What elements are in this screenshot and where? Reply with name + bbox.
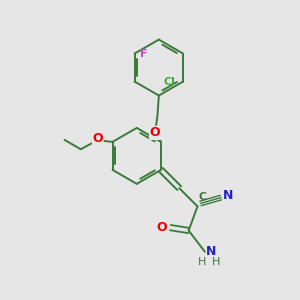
Text: N: N <box>206 245 217 258</box>
Text: O: O <box>150 126 160 140</box>
Text: N: N <box>223 189 233 202</box>
Text: F: F <box>140 49 147 58</box>
Text: O: O <box>92 133 103 146</box>
Text: Cl: Cl <box>164 76 176 86</box>
Text: C: C <box>199 192 207 202</box>
Text: H: H <box>212 257 220 267</box>
Text: O: O <box>157 221 167 234</box>
Text: H: H <box>198 257 207 267</box>
